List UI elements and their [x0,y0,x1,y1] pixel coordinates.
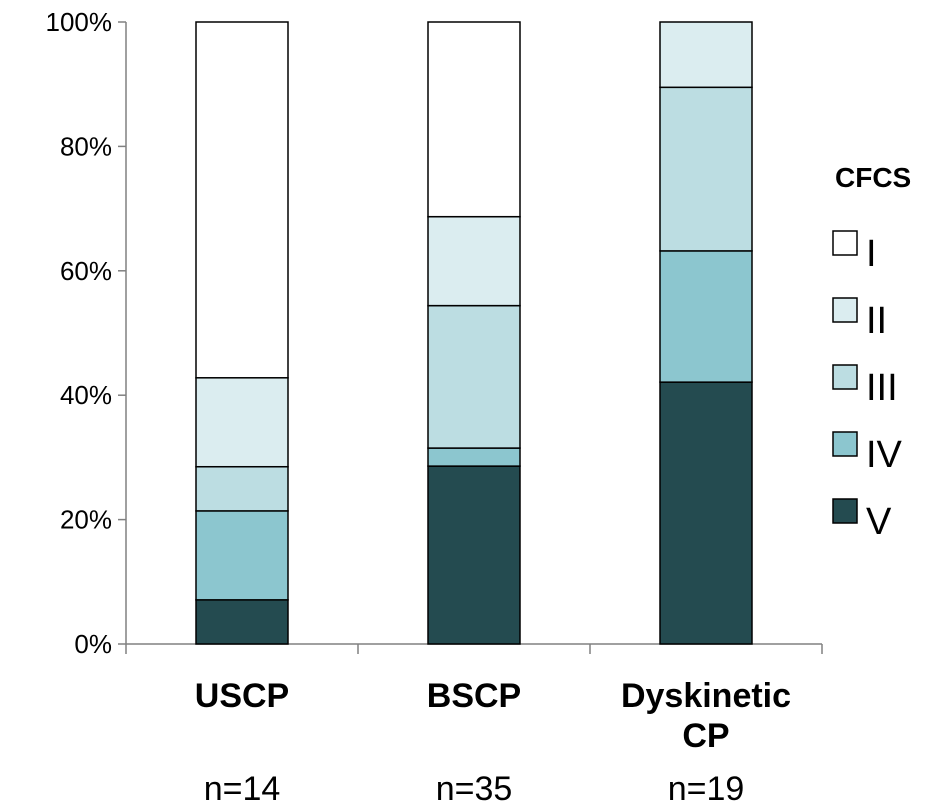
x-axis [125,643,823,654]
legend-swatch-v [832,498,858,524]
bar-segment-v [659,381,753,645]
bar-segment-iv [659,250,753,383]
bar-segment-i [195,21,289,379]
y-tick-label: 0% [74,629,112,659]
y-tick-label: 100% [46,7,113,37]
bar-segment-iv [195,510,289,601]
legend-swatch-i [832,230,858,256]
category-labels: USCP n=14 BSCP n=35 Dyskinetic CP n=19 [195,677,791,805]
legend-title: CFCS [835,162,911,193]
bar-segment-iii [427,304,521,449]
category-label: BSCP [427,677,521,715]
legend-swatch-iv [832,431,858,457]
legend-label-i: I [866,233,877,275]
bar-segment-ii [427,215,521,307]
bar-segment-ii [659,21,753,89]
bar-segment-ii [195,377,289,468]
bar-segment-v [427,465,521,645]
y-tick-label: 80% [60,131,112,161]
bar-segment-iii [659,86,753,252]
bar-segment-i [427,21,521,218]
legend-swatch-ii [832,297,858,323]
y-tick-label: 40% [60,380,112,410]
bar-segment-v [195,599,289,645]
legend-label-iii: III [866,367,898,409]
legend-label-v: V [866,501,892,543]
legend-label-iv: IV [866,434,903,476]
bar-segment-iv [427,447,521,467]
y-tick-label: 60% [60,256,112,286]
sample-size-label: n=35 [436,770,513,805]
category-label: USCP [195,677,289,715]
sample-size-label: n=14 [204,770,281,805]
bars [195,21,753,645]
category-label: Dyskinetic CP [621,677,791,755]
y-tick-label: 20% [60,505,112,535]
bar-segment-iii [195,465,289,512]
y-axis: 0% 20% 40% 60% 80% 100% [46,7,127,659]
sample-size-label: n=19 [668,770,745,805]
legend-swatch-iii [832,364,858,390]
legend-label-ii: II [866,300,887,342]
